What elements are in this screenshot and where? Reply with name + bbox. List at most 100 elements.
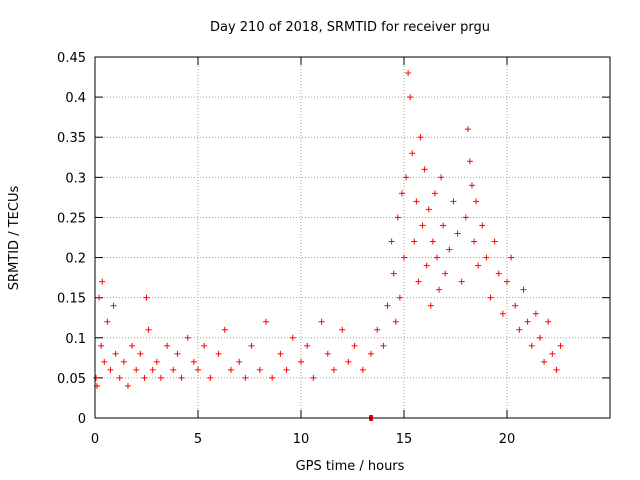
data-point <box>351 342 358 349</box>
data-point <box>491 238 498 245</box>
data-point <box>215 350 222 357</box>
data-point <box>345 358 352 365</box>
data-point <box>137 350 144 357</box>
data-point <box>359 366 366 373</box>
data-point <box>440 222 447 229</box>
data-point <box>458 278 465 285</box>
y-axis-label: SRMTID / TECUs <box>7 186 22 291</box>
data-point <box>242 374 249 381</box>
data-point <box>466 158 473 165</box>
x-tick-label: 20 <box>499 432 516 447</box>
data-point <box>318 318 325 325</box>
data-point <box>298 358 304 365</box>
data-point <box>438 174 445 181</box>
data-point <box>417 134 424 141</box>
data-point <box>120 358 127 365</box>
data-point <box>104 318 111 325</box>
x-tick-label: 5 <box>194 432 202 447</box>
data-point <box>262 318 269 325</box>
x-tick-label: 15 <box>396 432 413 447</box>
plot-frame <box>94 56 611 419</box>
data-point <box>504 278 510 285</box>
x-tick-label: 10 <box>293 432 310 447</box>
data-point <box>413 198 420 205</box>
data-point <box>454 230 461 237</box>
data-point <box>248 342 255 349</box>
data-point <box>541 358 548 365</box>
data-point <box>388 238 395 245</box>
data-point <box>170 366 177 373</box>
data-point <box>411 238 418 245</box>
data-point <box>143 294 150 301</box>
x-axis: 0 5 10 15 20 <box>91 57 515 447</box>
data-point <box>99 278 106 285</box>
data-point <box>532 310 539 317</box>
data-point <box>129 342 136 349</box>
data-point <box>324 350 331 357</box>
data-point <box>427 302 434 309</box>
data-point <box>277 350 284 357</box>
data-point <box>384 302 391 309</box>
data-point <box>124 382 131 389</box>
data-point <box>495 270 502 277</box>
data-point <box>483 254 490 261</box>
data-point <box>471 238 478 245</box>
data-point <box>107 366 114 373</box>
data-point <box>405 70 412 77</box>
data-point <box>442 270 449 277</box>
data-point <box>462 214 469 221</box>
data-point <box>468 182 475 189</box>
y-tick-label: 0.25 <box>57 211 86 226</box>
data-point <box>392 318 399 325</box>
data-point <box>256 366 263 373</box>
y-tick-label: 0.2 <box>65 252 86 267</box>
data-point <box>101 358 108 365</box>
y-tick-label: 0.05 <box>57 372 86 387</box>
data-point <box>390 270 397 277</box>
data-point <box>380 342 387 349</box>
data-point <box>157 374 164 381</box>
data-point <box>330 366 337 373</box>
data-point <box>528 342 535 349</box>
data-point <box>178 374 185 381</box>
data-point <box>141 374 148 381</box>
data-point <box>401 254 407 261</box>
y-tick-label: 0.3 <box>65 171 86 186</box>
data-point <box>423 262 430 269</box>
data-point <box>184 334 191 341</box>
data-point <box>419 222 426 229</box>
data-point <box>227 366 234 373</box>
data-point <box>520 286 527 293</box>
data-point <box>425 206 432 213</box>
y-tick-label: 0.45 <box>57 51 86 66</box>
data-point <box>269 374 276 381</box>
data-point <box>473 198 480 205</box>
data-point <box>512 302 519 309</box>
y-tick-label: 0.4 <box>65 91 86 106</box>
data-point <box>195 366 201 373</box>
data-point <box>398 190 405 197</box>
data-point <box>429 238 436 245</box>
data-point <box>549 350 556 357</box>
data-point <box>409 150 416 157</box>
data-point <box>499 310 506 317</box>
data-point <box>450 198 457 205</box>
data-point <box>421 166 428 173</box>
data-point <box>310 374 317 381</box>
data-point <box>557 342 564 349</box>
data-point <box>174 350 181 357</box>
data-point <box>407 94 414 101</box>
data-point <box>201 342 208 349</box>
data-point <box>149 366 156 373</box>
data-points <box>93 70 564 421</box>
data-point <box>207 374 214 381</box>
data-point <box>153 358 160 365</box>
data-point <box>133 366 140 373</box>
x-axis-label: GPS time / hours <box>296 459 405 474</box>
data-point <box>236 358 243 365</box>
data-point <box>116 374 123 381</box>
data-point <box>464 126 471 133</box>
data-point <box>446 246 453 253</box>
data-point <box>545 318 552 325</box>
